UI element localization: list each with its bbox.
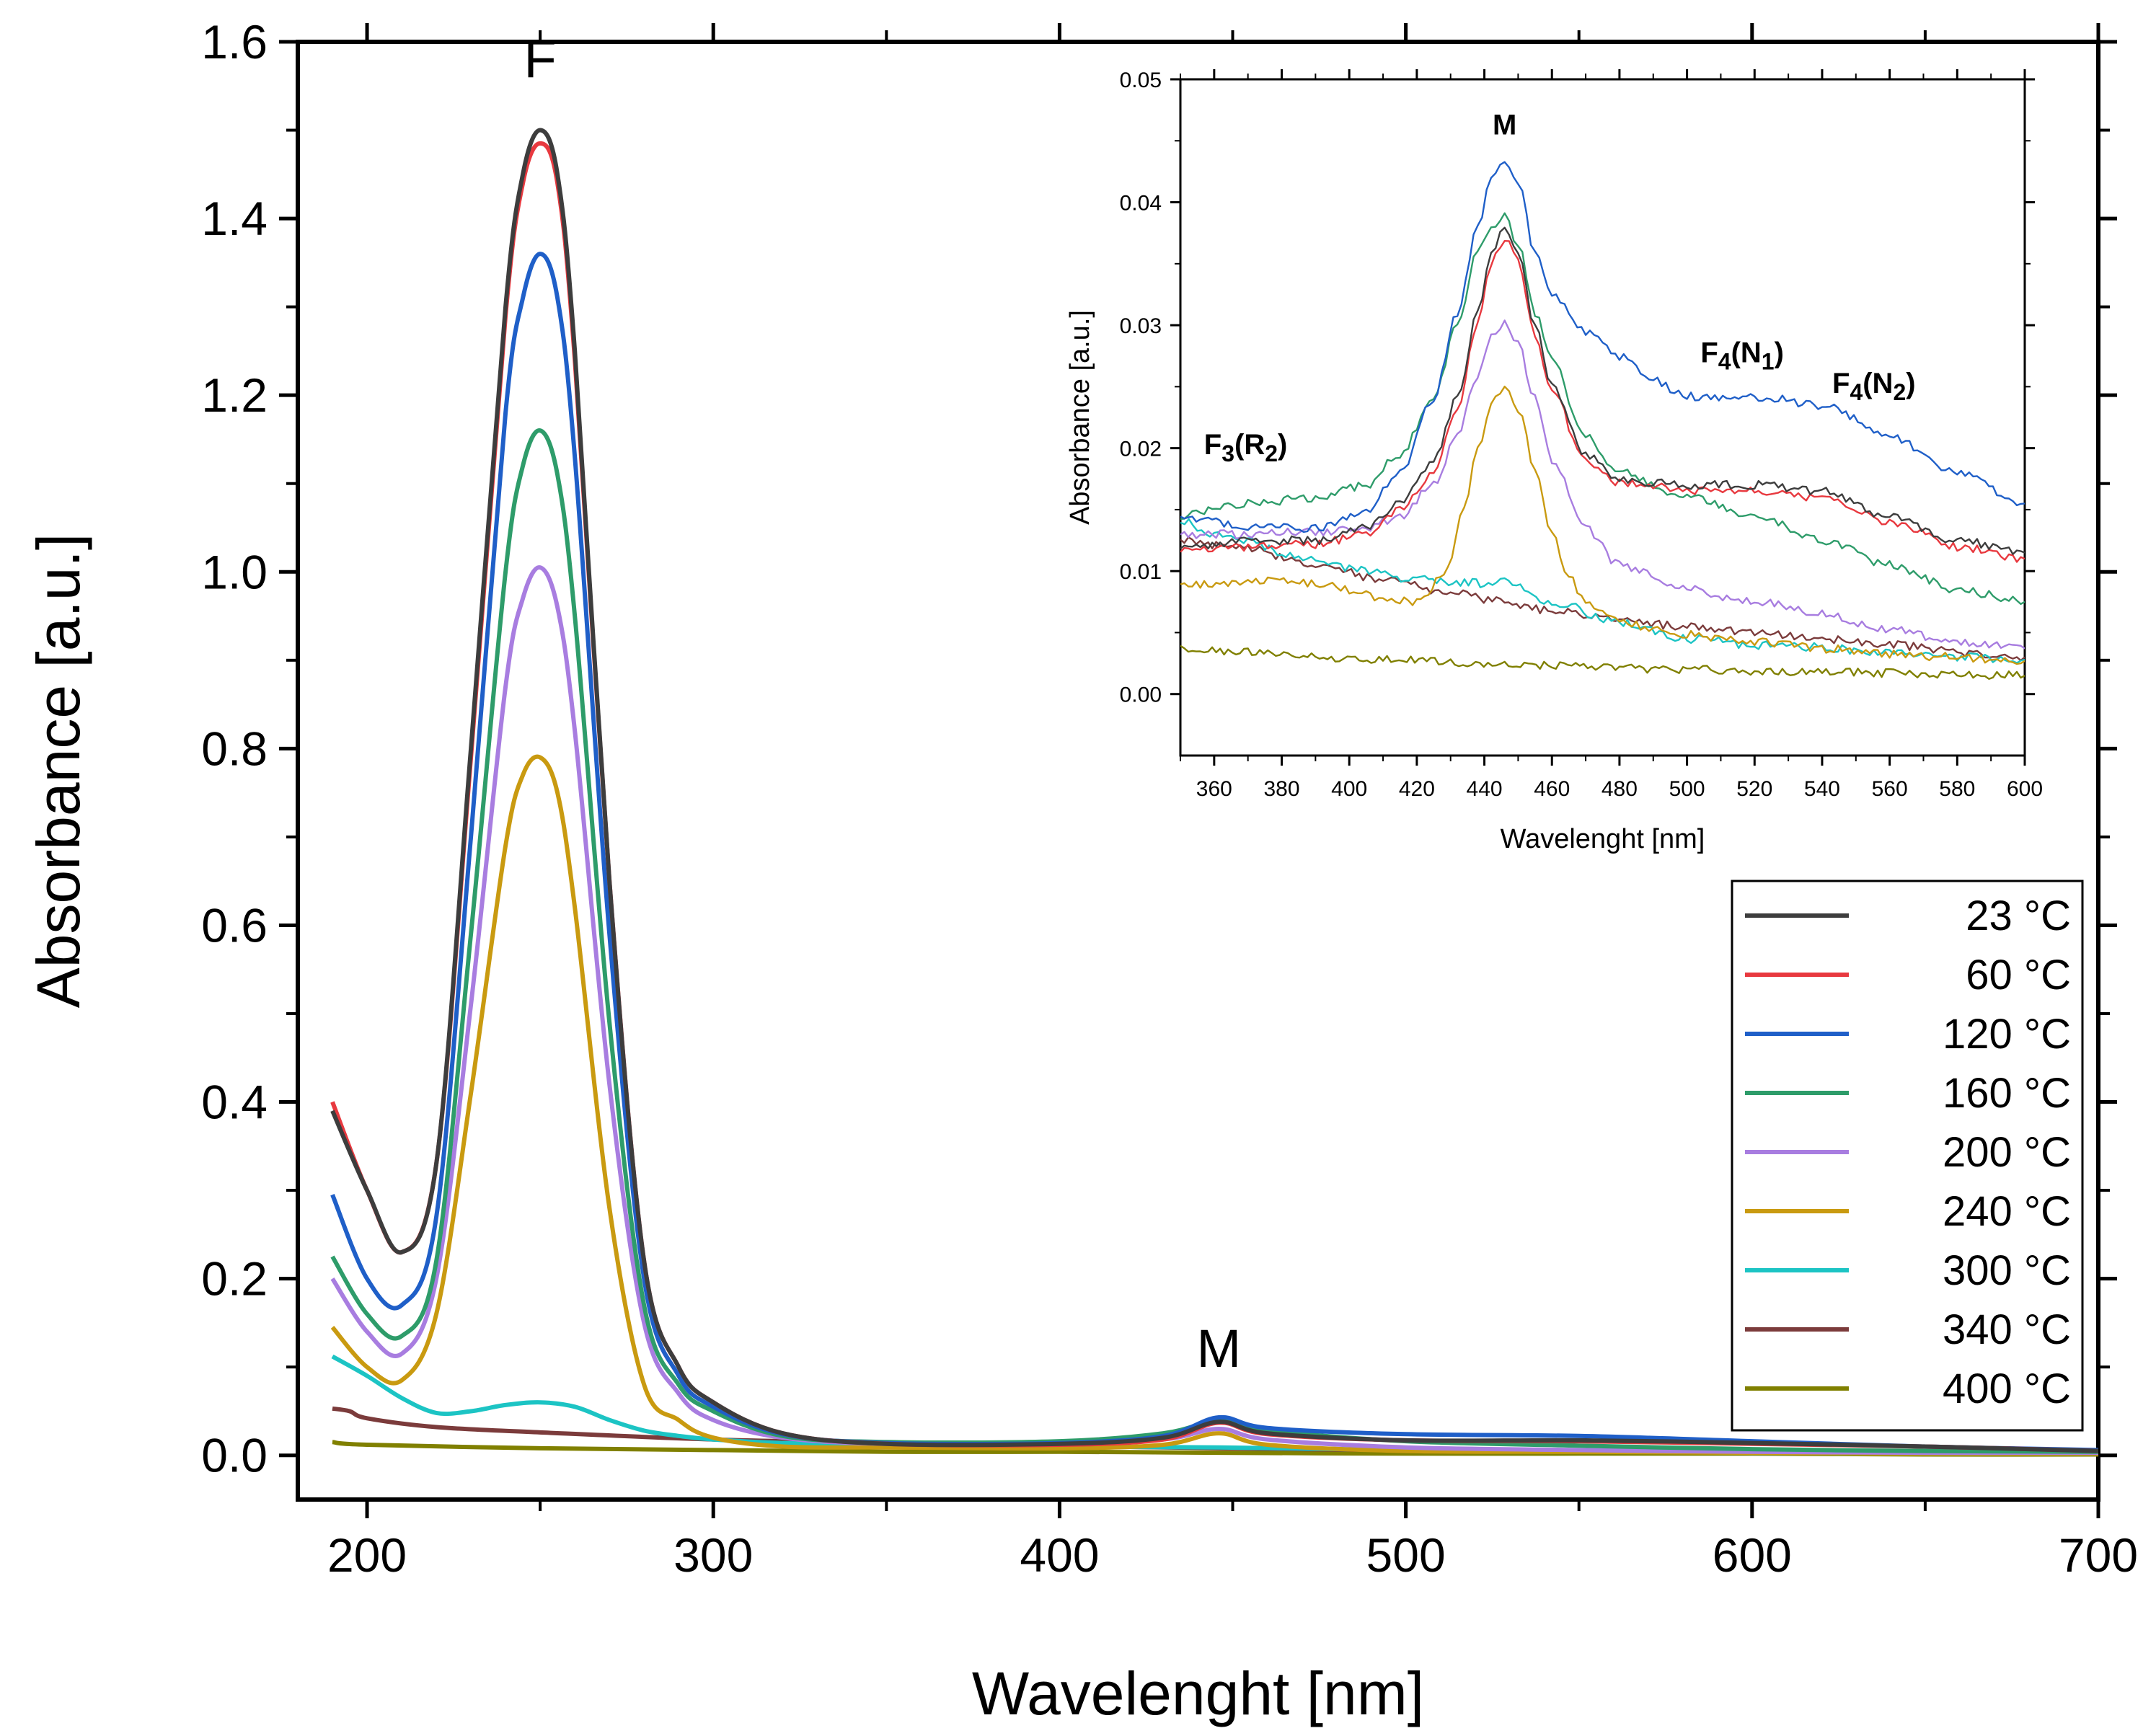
inset-x-tick-label: 440	[1467, 777, 1503, 801]
inset-x-tick-label: 520	[1736, 777, 1772, 801]
inset-annotation-F3R2-part-1: 3	[1221, 440, 1234, 466]
inset-x-tick-label: 480	[1601, 777, 1638, 801]
inset-x-tick-label: 460	[1534, 777, 1570, 801]
inset-annotation-F4N1: F4(N1)	[1700, 337, 1784, 374]
main-plot: 200 300 400 500 600 700 0.0 0.2 0.4 0.6 0.8 1.0 1.2 1…	[25, 15, 2138, 1727]
inset-annotation-F4N2-part-0: F	[1832, 368, 1850, 399]
inset-x-tick-label: 560	[1872, 777, 1908, 801]
inset-annotation-F4N2: F4(N2)	[1832, 368, 1916, 405]
y-tick-label: 0.8	[201, 722, 268, 775]
inset-y-tick-label: 0.04	[1120, 192, 1162, 216]
inset-series-line-400C	[1180, 645, 2025, 680]
inset-x-tick-label: 380	[1263, 777, 1299, 801]
legend-label: 400 °C	[1943, 1365, 2071, 1412]
peak-label-M: M	[1196, 1319, 1241, 1378]
inset-x-tick-label: 420	[1399, 777, 1435, 801]
inset-annotation-F4N2-part-3: 2	[1893, 379, 1906, 405]
inset-annotation-F4N2-part-1: 4	[1850, 379, 1863, 405]
series-line-200C	[330, 565, 2098, 1456]
x-tick-label: 700	[2059, 1528, 2138, 1582]
series-line-160C	[330, 428, 2098, 1454]
inset-annotation-F4N1-part-3: 1	[1762, 348, 1775, 374]
inset-y-tick-label: 0.03	[1120, 314, 1162, 338]
inset-y-tick-label: 0.02	[1120, 438, 1162, 461]
inset-x-tick-label: 600	[2007, 777, 2043, 801]
inset-y-tick-label: 0.01	[1120, 560, 1162, 584]
inset-annotation-F3R2-part-2: (R	[1234, 429, 1265, 461]
inset-x-tick-label: 540	[1804, 777, 1840, 801]
legend-label: 160 °C	[1943, 1070, 2071, 1117]
y-tick-label: 0.2	[201, 1252, 268, 1306]
y-tick-label: 1.6	[201, 15, 268, 68]
inset-series-line-120C	[1180, 161, 2025, 533]
series-line-120C	[330, 252, 2098, 1453]
legend-label: 240 °C	[1943, 1188, 2071, 1235]
y-tick-label: 0.6	[201, 898, 268, 952]
x-tick-label: 300	[673, 1528, 753, 1582]
inset-series-group	[1180, 161, 2025, 680]
inset-series-line-300C	[1180, 518, 2025, 664]
x-tick-label: 200	[327, 1528, 407, 1582]
legend: 23 °C 60 °C 120 °C 160 °C 200 °C 240 °C 300 °C…	[1731, 880, 2084, 1432]
legend-label: 200 °C	[1943, 1129, 2071, 1176]
inset-annotation-F3R2: F3(R2)	[1204, 429, 1288, 466]
y-tick-label: 1.0	[201, 545, 268, 598]
legend-label: 23 °C	[1966, 893, 2071, 939]
inset-annotation-F3R2-part-4: )	[1278, 429, 1287, 461]
inset-annotation-F4N1-part-0: F	[1700, 337, 1718, 368]
inset-annotation-F4N2-part-2: (N	[1863, 368, 1893, 399]
inset-series-line-340C	[1180, 536, 2025, 662]
inset-y-tick-label: 0.05	[1120, 68, 1162, 92]
inset-annotation-F4N1-part-2: (N	[1731, 337, 1762, 368]
inset-y-tick-label: 0.00	[1120, 683, 1162, 707]
series-line-240C	[330, 754, 2098, 1456]
inset-peak-label-M: M	[1493, 110, 1516, 141]
inset-annotation-F4N2-part-4: )	[1906, 368, 1915, 399]
y-tick-label: 1.2	[201, 368, 268, 422]
x-tick-label: 400	[1020, 1528, 1099, 1582]
inset-x-tick-label: 400	[1331, 777, 1367, 801]
y-tick-label: 0.4	[201, 1076, 268, 1129]
inset-series-line-23C	[1180, 226, 2025, 555]
inset-x-tick-label: 360	[1196, 777, 1232, 801]
y-tick-label: 1.4	[201, 192, 268, 245]
legend-label: 120 °C	[1943, 1011, 2071, 1058]
inset-series-line-240C	[1180, 386, 2025, 665]
inset-annotation-F3R2-part-0: F	[1204, 429, 1221, 461]
inset-x-axis-title: Wavelenght [nm]	[1501, 824, 1705, 854]
y-axis-title: Absorbance [a.u.]	[25, 533, 92, 1008]
legend-label: 300 °C	[1943, 1247, 2071, 1294]
x-tick-label: 600	[1713, 1528, 1792, 1582]
inset-x-tick-label: 580	[1939, 777, 1975, 801]
inset-x-tick-label: 500	[1669, 777, 1705, 801]
inset-frame	[1179, 78, 2026, 757]
inset-annotation-F4N1-part-4: )	[1775, 337, 1784, 368]
inset-series-line-160C	[1180, 212, 2025, 605]
inset-annotation-F3R2-part-3: 2	[1265, 440, 1278, 466]
x-tick-label: 500	[1366, 1528, 1446, 1582]
peak-label-F: F	[524, 29, 557, 89]
series-line-23C	[330, 128, 2098, 1453]
legend-label: 340 °C	[1943, 1306, 2071, 1353]
inset-plot: 360 380 400 420 440 460 480 500 520 540 560 580 600 0…	[1065, 68, 2043, 854]
legend-label: 60 °C	[1966, 952, 2071, 998]
inset-annotation-F4N1-part-1: 4	[1718, 348, 1731, 374]
x-axis-title: Wavelenght [nm]	[972, 1660, 1424, 1727]
main-plot-frame	[296, 40, 2100, 1502]
y-tick-label: 0.0	[201, 1429, 268, 1482]
inset-y-axis-title: Absorbance [a.u.]	[1065, 310, 1095, 525]
main-series-group	[330, 128, 2098, 1457]
